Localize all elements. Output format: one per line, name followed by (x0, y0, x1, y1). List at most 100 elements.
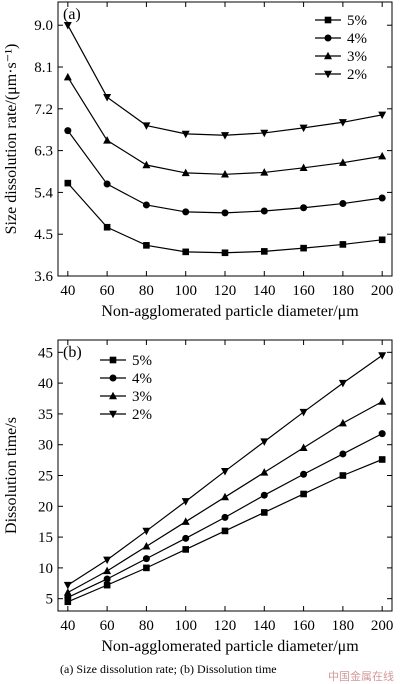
data-point (339, 450, 347, 458)
data-point (181, 498, 190, 506)
panel-b: 40 60 80 100 120 140 160 180 200 5 10 15 20 25 30 35 40 4… (3, 339, 394, 655)
legend-label: 4% (347, 31, 367, 47)
data-point (143, 242, 150, 249)
data-point (338, 119, 347, 127)
data-point (182, 546, 190, 553)
y-axis-label: Dissolution time/s (3, 417, 20, 534)
data-point (221, 467, 229, 476)
legend-marker (324, 70, 332, 79)
data-point (300, 244, 307, 252)
x-tick-label: 140 (253, 618, 276, 634)
data-point (260, 468, 269, 476)
data-point (182, 534, 190, 542)
x-tick-label: 40 (60, 618, 75, 634)
legend-label: 2% (132, 407, 152, 423)
x-tick-label: 180 (332, 618, 355, 634)
watermark: 中国金属在线 (328, 670, 394, 683)
y-tick-label: 6.3 (34, 144, 53, 160)
data-point (338, 158, 347, 166)
x-tick-label: 200 (371, 283, 394, 299)
x-tick-label: 120 (214, 283, 237, 299)
y-tick-label: 15 (38, 530, 53, 546)
data-point (260, 168, 269, 176)
data-point (142, 555, 150, 563)
data-point (103, 556, 112, 565)
data-point (378, 151, 387, 160)
data-point (260, 248, 268, 255)
data-point (260, 491, 268, 499)
data-point (142, 542, 151, 550)
y-tick-label: 30 (38, 438, 53, 454)
data-point (300, 490, 307, 498)
data-point (378, 236, 386, 244)
y-tick-label: 8.1 (34, 60, 53, 76)
data-point (103, 581, 111, 589)
x-tick-label: 60 (100, 618, 115, 634)
panel-label: (b) (63, 344, 82, 361)
legend-marker (324, 34, 332, 42)
data-point (182, 208, 190, 216)
data-point (103, 94, 112, 102)
data-point (142, 160, 151, 169)
legend-marker (109, 356, 117, 364)
data-point (181, 168, 190, 177)
legend-label: 3% (347, 49, 367, 65)
data-point (339, 200, 347, 208)
data-point (378, 456, 386, 463)
x-tick-label: 60 (100, 283, 115, 299)
data-point (299, 163, 308, 171)
data-point (300, 470, 308, 478)
y-tick-label: 5 (46, 592, 54, 608)
data-point (221, 209, 229, 217)
x-tick-label: 160 (292, 618, 315, 634)
data-point (63, 581, 72, 590)
data-point (221, 527, 229, 535)
data-point (378, 194, 386, 202)
data-point (299, 124, 308, 133)
legend-marker (324, 51, 332, 60)
data-point (221, 169, 229, 178)
data-point (181, 517, 190, 525)
y-tick-label: 25 (38, 469, 53, 485)
figure-caption: (a) Size dissolution rate; (b) Dissoluti… (60, 662, 277, 676)
y-tick-label: 35 (38, 407, 53, 423)
data-point (339, 472, 347, 479)
y-tick-label: 3.6 (34, 269, 53, 285)
legend-marker (109, 410, 117, 419)
data-point (64, 179, 72, 187)
data-point (103, 180, 111, 188)
data-point (221, 132, 229, 140)
series-line (67, 76, 383, 175)
y-tick-label: 40 (38, 376, 53, 392)
legend-label: 5% (347, 13, 367, 29)
data-point (142, 201, 150, 209)
legend-marker (109, 391, 117, 400)
y-tick-label: 9.0 (34, 18, 53, 34)
data-point (143, 564, 150, 572)
x-tick-label: 200 (371, 618, 394, 634)
y-tick-label: 20 (38, 499, 53, 515)
data-point (142, 122, 151, 130)
data-point (339, 241, 347, 248)
x-tick-label: 100 (174, 618, 197, 634)
data-point (378, 352, 387, 360)
x-tick-label: 100 (174, 283, 197, 299)
y-axis-label: Size dissolution rate/(μm·s⁻¹) (3, 44, 20, 235)
panel-label: (a) (63, 6, 81, 23)
x-tick-label: 140 (253, 283, 276, 299)
series-line (67, 24, 383, 136)
data-point (221, 249, 229, 257)
y-tick-label: 7.2 (34, 102, 53, 118)
data-point (182, 248, 190, 256)
data-point (63, 22, 72, 30)
y-tick-label: 10 (38, 561, 53, 577)
data-point (64, 598, 72, 606)
data-point (221, 513, 229, 521)
data-point (378, 111, 387, 120)
data-point (299, 443, 308, 451)
series-line (67, 182, 383, 254)
legend-label: 3% (132, 389, 152, 405)
data-point (260, 207, 268, 215)
data-point (338, 418, 347, 427)
